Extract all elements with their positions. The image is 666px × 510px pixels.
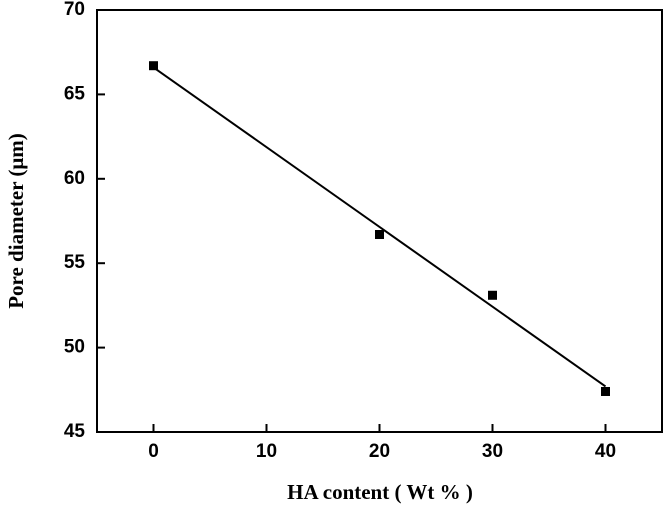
y-tick-label: 70 [64, 0, 85, 20]
y-axis-label: Pore diameter (μm) [4, 133, 28, 309]
plot-frame [96, 9, 663, 433]
y-tick-label: 45 [64, 421, 86, 442]
x-tick-label: 40 [595, 441, 616, 462]
data-point [375, 230, 384, 240]
fit-line [152, 66, 607, 388]
x-axis-label: HA content ( Wt % ) [287, 480, 473, 504]
data-point [488, 290, 497, 300]
x-tick-label: 0 [148, 441, 159, 462]
y-tick-label: 50 [64, 337, 85, 358]
x-tick-label: 30 [482, 441, 503, 462]
data-point [601, 386, 610, 396]
y-tick-label: 60 [64, 168, 85, 189]
x-tick-label: 20 [369, 441, 390, 462]
y-tick-label: 65 [64, 83, 86, 104]
data-point [149, 61, 158, 71]
x-tick-label: 10 [256, 441, 277, 462]
y-tick-label: 55 [64, 252, 86, 273]
